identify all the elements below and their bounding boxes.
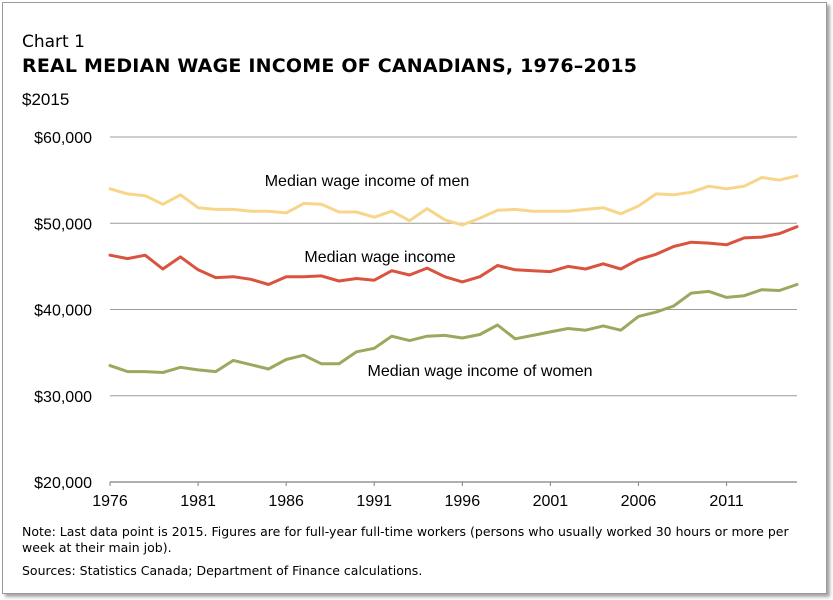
chart-title: REAL MEDIAN WAGE INCOME OF CANADIANS, 19… xyxy=(22,55,638,77)
y-tick-label: $60,000 xyxy=(34,130,92,147)
y-tick-label: $20,000 xyxy=(34,475,92,492)
x-tick-label: 2001 xyxy=(533,493,569,510)
x-tick-label: 2011 xyxy=(709,493,744,510)
series-annotation: Median wage income xyxy=(304,249,455,266)
overall-series-line xyxy=(108,225,799,286)
x-tick-label: 1996 xyxy=(445,493,481,510)
y-tick-label: $30,000 xyxy=(34,389,92,406)
series-annotation: Median wage income of men xyxy=(265,173,470,190)
chart-sources: Sources: Statistics Canada; Department o… xyxy=(22,563,423,578)
women-series-line xyxy=(108,283,799,374)
x-tick-labels: 1976 1981 1986 1991 1996 2001 2006 2011 xyxy=(92,482,744,510)
chart-frame xyxy=(2,2,827,594)
x-tick-label: 1986 xyxy=(268,493,304,510)
chart-number-label: Chart 1 xyxy=(22,32,85,52)
line-chart: $20,000 $30,000 $40,000 $50,000 $60,000 1976… xyxy=(34,130,799,510)
series-annotation: Median wage income of women xyxy=(367,363,592,380)
chart-note: Note: Last data point is 2015. Figures a… xyxy=(22,524,789,555)
y-tick-label: $50,000 xyxy=(34,216,92,233)
x-tick-label: 1976 xyxy=(92,493,128,510)
x-tick-label: 2006 xyxy=(621,493,657,510)
series-lines xyxy=(108,174,799,374)
x-tick-label: 1991 xyxy=(356,493,392,510)
y-tick-labels: $20,000 $30,000 $40,000 $50,000 $60,000 xyxy=(34,130,92,492)
y-tick-label: $40,000 xyxy=(34,303,92,320)
men-series-line xyxy=(108,174,799,227)
x-tick-label: 1981 xyxy=(180,493,216,510)
y-axis-unit-label: $2015 xyxy=(22,90,70,109)
series-annotations: Median wage income of men Median wage inc… xyxy=(265,173,593,380)
